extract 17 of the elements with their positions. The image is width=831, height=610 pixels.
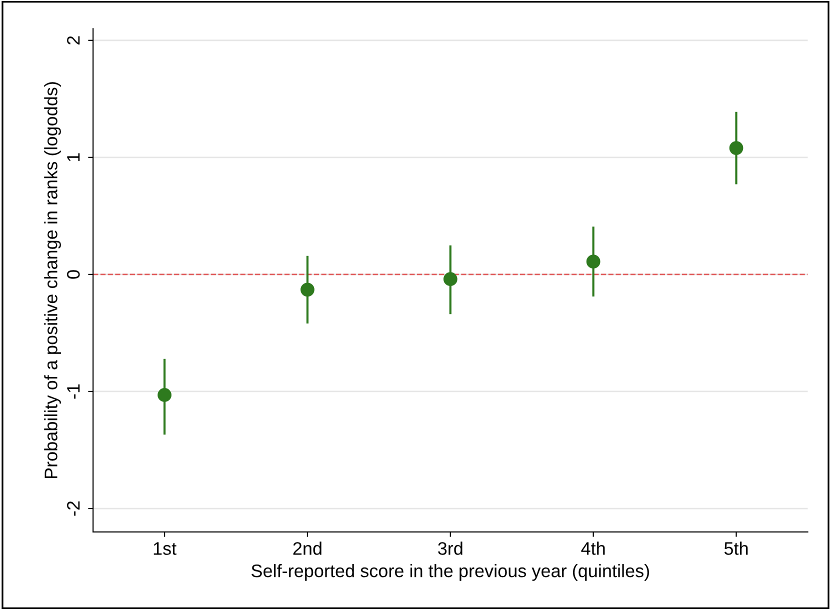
y-tick-label: -1 xyxy=(67,384,80,399)
point xyxy=(158,388,172,402)
x-tick-label: 5th xyxy=(724,542,748,555)
x-tick-label: 3rd xyxy=(438,542,462,555)
x-tick-label: 4th xyxy=(581,542,605,555)
point xyxy=(300,282,314,297)
x-tick-label: 1st xyxy=(154,542,176,555)
y-axis-title: Probability of a positive change in ranks (logodds) xyxy=(44,82,61,478)
y-tick-label: -2 xyxy=(66,501,80,516)
point xyxy=(586,254,600,269)
point xyxy=(443,272,458,286)
point xyxy=(729,141,744,155)
y-tick-label: 0 xyxy=(66,270,80,279)
x-tick-label: 2nd xyxy=(293,542,322,555)
y-tick-label: 2 xyxy=(66,36,80,44)
x-axis-title: Self-reported score in the previous year (quintiles) xyxy=(252,564,650,581)
y-tick-label: 1 xyxy=(67,153,80,162)
